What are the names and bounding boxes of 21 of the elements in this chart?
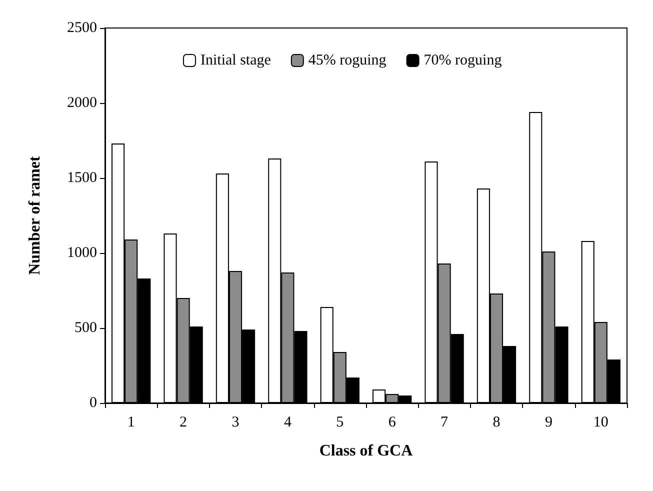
- y-axis-title: Number of ramet: [26, 155, 44, 275]
- y-tick-label: 1000: [67, 245, 97, 261]
- x-tick-label: 4: [284, 414, 292, 430]
- x-tick-label: 9: [544, 414, 552, 430]
- legend-label: 45% roguing: [308, 52, 387, 68]
- y-tick-label: 500: [74, 320, 97, 336]
- legend-label: 70% roguing: [424, 52, 502, 68]
- x-tick-label: 1: [127, 414, 135, 430]
- x-tick-label: 3: [232, 414, 240, 430]
- x-tick-label: 10: [593, 414, 608, 430]
- y-tick-label: 0: [90, 395, 97, 411]
- x-tick-label: 5: [336, 414, 344, 430]
- x-tick-label: 2: [180, 414, 188, 430]
- x-tick-label: 6: [388, 414, 396, 430]
- x-axis-title: Class of GCA: [319, 442, 414, 460]
- y-tick-label: 1500: [67, 170, 97, 186]
- x-tick-label: 7: [440, 414, 449, 430]
- y-tick-label: 2000: [67, 95, 97, 111]
- y-tick-label: 2500: [67, 20, 97, 36]
- x-tick-label: 8: [492, 414, 500, 430]
- legend-label: Initial stage: [200, 52, 272, 68]
